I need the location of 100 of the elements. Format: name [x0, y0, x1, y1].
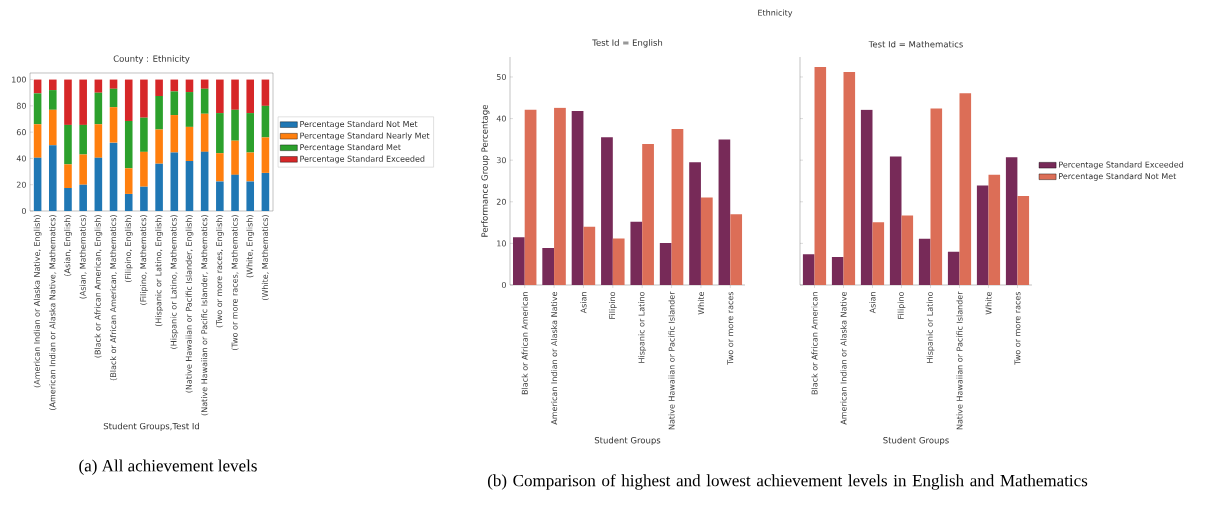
legend-label: Percentage Standard Not Met [300, 120, 418, 129]
bar [246, 113, 255, 153]
bar [170, 152, 179, 211]
x-tick-label: (White, Mathematics) [261, 215, 269, 300]
y-tick-label: 10 [497, 240, 506, 247]
bar [124, 79, 133, 121]
text: (a) All achievement levels [79, 459, 257, 475]
y-tick-label: 40 [496, 115, 506, 122]
bar [124, 120, 133, 169]
bar [261, 79, 270, 106]
bar [94, 157, 103, 211]
bar [79, 154, 87, 185]
bar [246, 152, 255, 182]
legend-label: Percentage Standard Nearly Met [300, 132, 430, 141]
x-tick-label: Asian [580, 292, 587, 314]
x-tick-label: Two or more races [727, 291, 734, 365]
bar [140, 151, 148, 187]
x-tick-label: (Two or more races, Mathematics) [231, 215, 239, 350]
bar [601, 137, 613, 285]
bar [947, 251, 960, 285]
chart-title: Test Id = English [592, 39, 663, 48]
bar [64, 187, 72, 211]
x-tick-label: Filipino [897, 291, 906, 319]
x-tick-label: (Filipino, English) [124, 215, 133, 283]
bar [155, 96, 163, 130]
bar [246, 79, 255, 114]
bar [901, 215, 914, 285]
bar [155, 79, 163, 96]
y-tick-label: 30 [496, 157, 506, 164]
y-tick-label: 0 [21, 207, 26, 215]
bar [48, 79, 57, 91]
x-tick-label: (Two or more races, English) [215, 215, 224, 328]
bar [33, 157, 42, 211]
bar [231, 140, 239, 175]
x-axis-title: Student Groups [594, 436, 661, 446]
x-tick-label: Filipino [608, 291, 617, 319]
bar [200, 88, 209, 114]
bar [976, 185, 989, 285]
bar [659, 242, 672, 285]
x-tick-label: (American Indian or Alaska Native, Mathematics) [49, 215, 57, 410]
bar [64, 164, 72, 188]
bar [64, 124, 72, 165]
bar [109, 142, 118, 211]
bar [889, 156, 902, 285]
x-tick-label: White [697, 291, 705, 315]
bar [1005, 157, 1018, 285]
bar [959, 93, 972, 285]
y-tick-label: 0 [501, 281, 506, 289]
bar [216, 79, 224, 114]
bar [140, 117, 148, 152]
bar [124, 193, 133, 211]
bar [140, 186, 148, 211]
bar [155, 163, 163, 211]
bar [48, 145, 57, 211]
x-tick-label: Black or African American [521, 292, 528, 395]
bar [860, 109, 873, 285]
bar [571, 111, 584, 285]
bar [140, 79, 148, 118]
legend-label: Percentage Standard Exceeded [300, 155, 425, 164]
bar [512, 237, 525, 285]
bar [231, 109, 239, 141]
x-tick-label: (Native Hawaiian or Pacific Islander, English) [185, 215, 194, 393]
bar [612, 238, 625, 285]
bar [79, 184, 87, 211]
x-tick-label: (American Indian or Alaska Native, English) [33, 215, 42, 388]
x-tick-label: (Black or African American, Mathematics) [109, 215, 118, 381]
x-tick-label: (Native Hawaiian or Pacific Islander, Mathematics) [201, 215, 209, 416]
x-tick-label: Hispanic or Latino [926, 291, 935, 363]
bar [170, 115, 179, 153]
bar [872, 222, 885, 285]
y-tick-label: 60 [16, 129, 26, 136]
bar [48, 109, 57, 146]
legend-label: Percentage Standard Met [300, 144, 401, 152]
legend-label: Percentage Standard Exceeded [1059, 161, 1184, 170]
bar [94, 124, 103, 158]
bar [718, 139, 731, 285]
bar [170, 91, 179, 116]
bar [94, 79, 103, 93]
bar [33, 124, 42, 158]
x-tick-label: Asian [869, 292, 876, 314]
bar [124, 168, 133, 194]
bar [109, 107, 118, 143]
bar [246, 181, 255, 211]
bar [730, 214, 743, 285]
x-tick-label: American Indian or Alaska Native [550, 291, 558, 425]
text: Ethnicity [758, 9, 793, 18]
bar [261, 172, 270, 211]
bar [689, 162, 701, 285]
chart-title: Test Id = Mathematics [868, 40, 963, 48]
bar [185, 161, 194, 211]
bar [918, 238, 931, 285]
bar [231, 174, 239, 211]
y-tick-label: 20 [496, 198, 506, 205]
x-tick-label: Native Hawaiian or Pacific Islander [668, 291, 675, 430]
bar [64, 79, 72, 125]
bar [831, 257, 844, 285]
y-tick-label: 80 [16, 102, 26, 109]
bar [94, 92, 103, 125]
y-tick-label: 50 [496, 73, 506, 80]
y-tick-label: 40 [16, 155, 26, 162]
